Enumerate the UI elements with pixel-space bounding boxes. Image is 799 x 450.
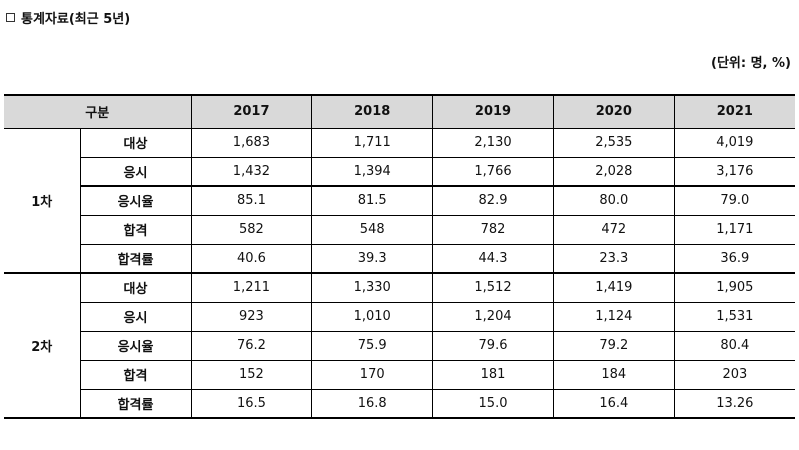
row-item-label: 합격 — [80, 215, 192, 245]
table-cell: 2,130 — [432, 128, 554, 158]
table-cell: 181 — [432, 360, 554, 390]
table-cell: 1,711 — [311, 128, 434, 158]
table-cell: 1,683 — [190, 128, 313, 158]
table-row: 합격 152 170 181 184 203 — [4, 360, 795, 390]
table-cell: 36.9 — [673, 244, 795, 274]
table-cell: 923 — [190, 302, 313, 332]
section-heading: 통계자료(최근 5년) — [6, 8, 130, 27]
table-cell: 170 — [311, 360, 434, 390]
table-cell: 16.5 — [190, 389, 313, 419]
table-cell: 1,512 — [432, 272, 554, 303]
table-cell: 15.0 — [432, 389, 554, 419]
table-cell: 1,211 — [190, 272, 313, 303]
table-cell: 3,176 — [673, 157, 795, 187]
group-1-body: 1차 대상 1,683 1,711 2,130 2,535 4,019 응시 1… — [4, 128, 795, 274]
table-cell: 203 — [673, 360, 795, 390]
table-row: 2차 대상 1,211 1,330 1,512 1,419 1,905 — [4, 272, 795, 419]
table-cell: 85.1 — [190, 185, 313, 216]
row-item-label: 합격률 — [80, 389, 192, 419]
row-item-label: 대상 — [79, 128, 192, 158]
table-cell: 40.6 — [190, 244, 313, 274]
table-cell: 79.0 — [673, 185, 795, 216]
row-item-label: 합격률 — [80, 244, 192, 274]
table-row: 응시 923 1,010 1,204 1,124 1,531 — [4, 302, 795, 332]
table-cell: 582 — [190, 215, 313, 245]
table-cell: 1,905 — [673, 272, 795, 303]
table-cell: 782 — [432, 215, 554, 245]
table-cell: 1,531 — [673, 302, 795, 332]
table-row: 응시 1,432 1,394 1,766 2,028 3,176 — [4, 157, 795, 187]
table-row: 응시율 76.2 75.9 79.6 79.2 80.4 — [4, 331, 795, 361]
table-cell: 1,124 — [552, 302, 675, 332]
row-item-label: 응시 — [80, 157, 192, 187]
table-cell: 1,394 — [311, 157, 434, 187]
table-cell: 79.2 — [552, 331, 675, 361]
section-heading-text: 통계자료(최근 5년) — [21, 12, 131, 27]
group-label: 1차 — [4, 128, 81, 274]
table-header-row: 구분 2017 2018 2019 2020 2021 — [4, 94, 795, 129]
row-item-label: 대상 — [79, 272, 192, 303]
unit-note: (단위: 명, %) — [711, 56, 791, 71]
row-item-label: 응시 — [80, 302, 192, 332]
table-cell: 82.9 — [432, 185, 554, 216]
table-cell: 548 — [311, 215, 434, 245]
table-cell: 1,419 — [552, 272, 675, 303]
table-cell: 44.3 — [432, 244, 554, 274]
table-cell: 1,204 — [432, 302, 554, 332]
header-year: 2019 — [432, 94, 554, 129]
table-cell: 1,171 — [673, 215, 795, 245]
table-row: 합격 582 548 782 472 1,171 — [4, 215, 795, 245]
table-row: 합격률 16.5 16.8 15.0 16.4 13.26 — [4, 389, 795, 419]
table-cell: 4,019 — [673, 128, 795, 158]
table-cell: 16.4 — [552, 389, 675, 419]
table-cell: 13.26 — [673, 389, 795, 419]
table-cell: 1,766 — [432, 157, 554, 187]
table-cell: 1,432 — [190, 157, 313, 187]
table-cell: 23.3 — [552, 244, 675, 274]
table-cell: 79.6 — [432, 331, 554, 361]
table-cell: 184 — [552, 360, 675, 390]
table-cell: 1,010 — [311, 302, 434, 332]
header-corner-label: 구분 — [4, 94, 192, 129]
table-cell: 2,028 — [552, 157, 675, 187]
table-cell: 39.3 — [311, 244, 434, 274]
table-cell: 2,535 — [552, 128, 675, 158]
row-item-label: 합격 — [80, 360, 192, 390]
table-cell: 16.8 — [311, 389, 434, 419]
table-row: 응시율 85.1 81.5 82.9 80.0 79.0 — [4, 185, 795, 216]
table-cell: 472 — [552, 215, 675, 245]
table-cell: 81.5 — [311, 185, 434, 216]
header-year: 2020 — [552, 94, 675, 129]
table-cell: 80.0 — [552, 185, 675, 216]
group-label: 2차 — [4, 272, 81, 419]
group-2-body: 2차 대상 1,211 1,330 1,512 1,419 1,905 응시 9… — [4, 272, 795, 419]
table-cell: 80.4 — [673, 331, 795, 361]
statistics-table: 구분 2017 2018 2019 2020 2021 1차 대상 1,683 … — [4, 94, 795, 419]
header-year: 2017 — [190, 94, 313, 129]
table-row: 합격률 40.6 39.3 44.3 23.3 36.9 — [4, 244, 795, 274]
header-year: 2021 — [673, 94, 795, 129]
table-cell: 152 — [190, 360, 313, 390]
row-item-label: 응시율 — [80, 185, 192, 216]
square-bullet-icon — [6, 13, 15, 22]
table-cell: 75.9 — [311, 331, 434, 361]
table-cell: 1,330 — [311, 272, 434, 303]
row-item-label: 응시율 — [80, 331, 192, 361]
table-cell: 76.2 — [190, 331, 313, 361]
table-row: 1차 대상 1,683 1,711 2,130 2,535 4,019 — [4, 128, 795, 274]
header-year: 2018 — [311, 94, 434, 129]
